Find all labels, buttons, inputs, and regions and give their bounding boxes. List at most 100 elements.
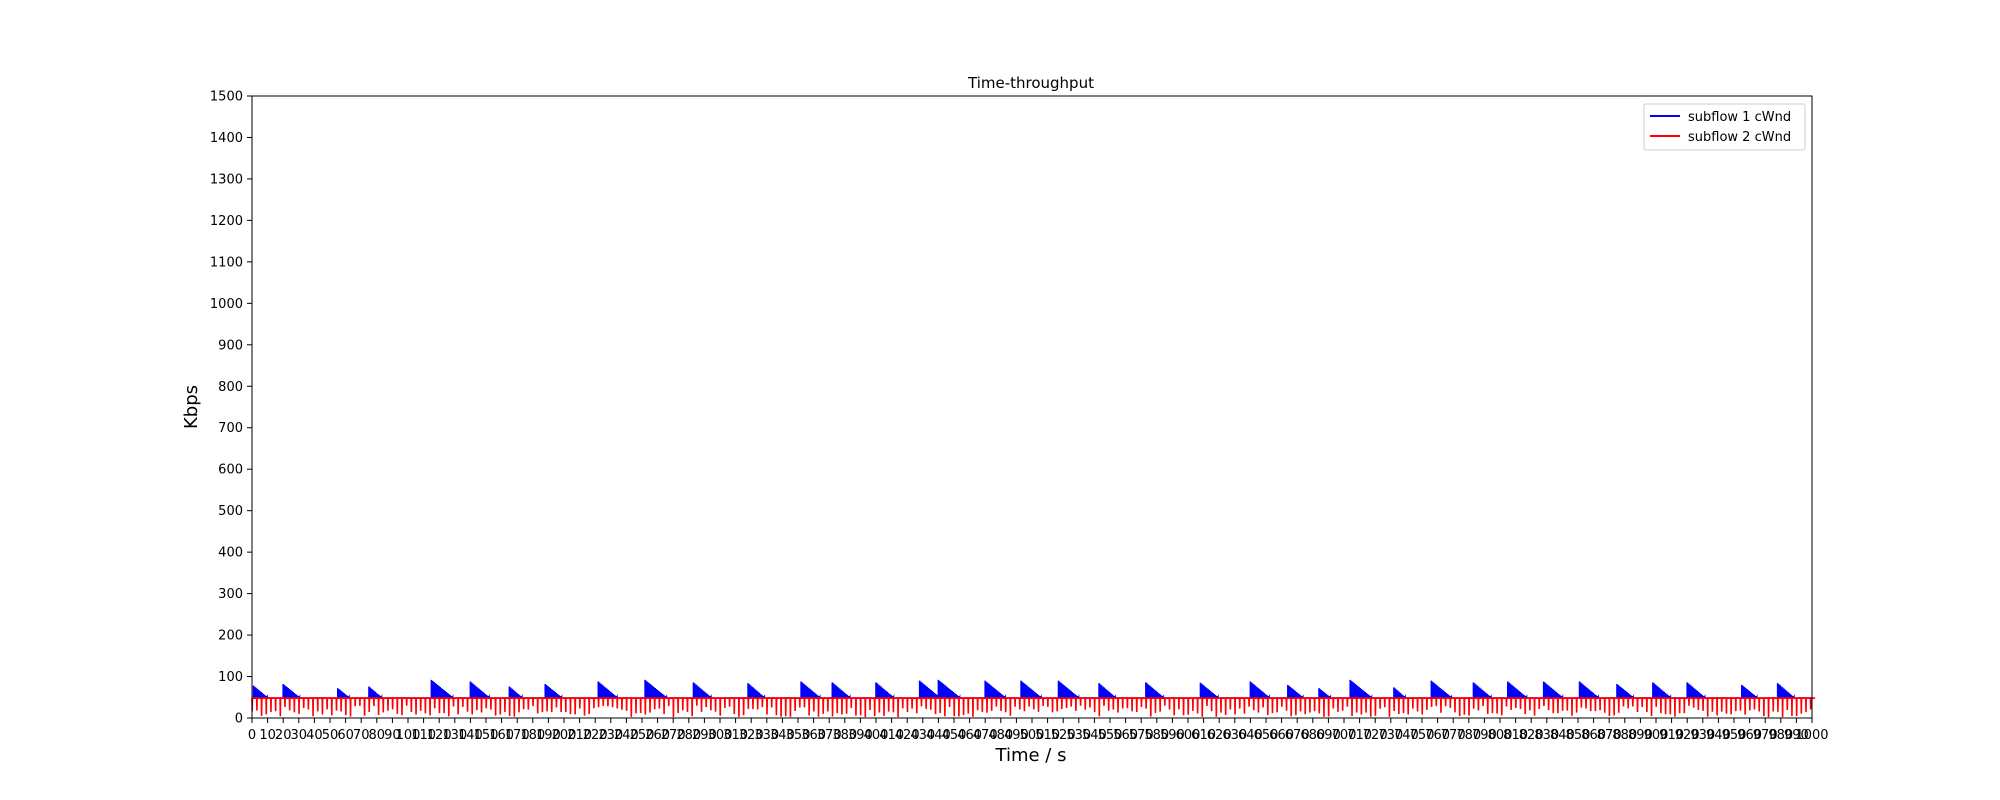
x-tick-label: 990 [1784,728,1809,743]
x-tick-label: 640 [1238,728,1263,743]
x-tick-label: 830 [1534,728,1559,743]
x-tick-label: 500 [1020,728,1045,743]
x-tick-label: 960 [1737,728,1762,743]
x-tick-label: 550 [1098,728,1123,743]
series-layer [251,679,1816,718]
x-tick-label: 540 [1082,728,1107,743]
x-tick-label: 660 [1269,728,1294,743]
x-tick-label: 90 [384,728,401,743]
x-tick-label: 230 [598,728,623,743]
x-tick-label: 170 [505,728,530,743]
x-tick-label: 250 [630,728,655,743]
y-tick-label: 900 [218,338,243,353]
chart-title: Time-throughput [967,74,1094,92]
x-tick-label: 340 [770,728,795,743]
x-tick-label: 480 [988,728,1013,743]
x-tick-label: 10 [259,728,276,743]
x-tick-label: 600 [1176,728,1201,743]
x-tick-label: 380 [832,728,857,743]
x-tick-label: 100 [396,728,421,743]
x-tick-label: 390 [848,728,873,743]
x-tick-label: 450 [942,728,967,743]
x-tick-label: 710 [1347,728,1372,743]
y-tick-label: 1100 [210,255,243,270]
x-tick-label: 760 [1425,728,1450,743]
x-tick-label: 180 [520,728,545,743]
x-tick-label: 880 [1612,728,1637,743]
x-tick-label: 110 [411,728,436,743]
x-tick-label: 680 [1300,728,1325,743]
x-tick-label: 840 [1550,728,1575,743]
x-tick-label: 430 [910,728,935,743]
y-tick-label: 700 [218,421,243,436]
y-tick-label: 300 [218,587,243,602]
x-tick-label: 490 [1004,728,1029,743]
x-tick-label: 130 [442,728,467,743]
x-tick-label: 330 [754,728,779,743]
x-tick-label: 670 [1285,728,1310,743]
legend-box [1643,103,1806,151]
y-axis: 0 100 200 300 400 500 600 700 800 900 1000 1100 1200… [210,90,252,727]
x-tick-label: 790 [1472,728,1497,743]
x-tick-label: 910 [1659,728,1684,743]
x-tick-label: 690 [1316,728,1341,743]
x-tick-label: 190 [536,728,561,743]
x-tick-label: 0 [248,728,256,743]
x-tick-label: 740 [1394,728,1419,743]
y-tick-label: 1400 [210,131,243,146]
x-tick-label: 750 [1410,728,1435,743]
x-tick-label: 240 [614,728,639,743]
x-tick-label: 650 [1254,728,1279,743]
legend: subflow 1 cWnd subflow 2 cWnd [1643,103,1806,151]
y-tick-label: 600 [218,463,243,478]
y-tick-label: 400 [218,546,243,561]
x-tick-label: 930 [1690,728,1715,743]
series-line-subflow-1 [252,679,1812,699]
x-tick-label: 140 [458,728,483,743]
x-tick-label: 20 [275,728,292,743]
y-tick-label: 0 [235,712,243,727]
x-tick-label: 870 [1597,728,1622,743]
x-tick-label: 30 [291,728,308,743]
x-tick-label: 800 [1488,728,1513,743]
series-line-subflow-2 [251,697,1816,718]
x-tick-label: 1000 [1795,728,1828,743]
y-tick-label: 500 [218,504,243,519]
x-tick-label: 320 [739,728,764,743]
x-tick-label: 920 [1675,728,1700,743]
x-tick-label: 200 [552,728,577,743]
x-tick-label: 350 [786,728,811,743]
x-tick-label: 260 [645,728,670,743]
x-tick-label: 210 [567,728,592,743]
x-tick-label: 120 [427,728,452,743]
x-tick-label: 610 [1191,728,1216,743]
x-tick-label: 440 [926,728,951,743]
x-tick-label: 520 [1051,728,1076,743]
x-tick-label: 510 [1035,728,1060,743]
x-tick-label: 290 [692,728,717,743]
x-tick-label: 530 [1066,728,1091,743]
x-tick-label: 50 [322,728,339,743]
y-axis-title: Kbps [181,385,202,429]
x-tick-label: 40 [306,728,323,743]
x-axis: 0 10 20 30 40 50 60 70 80 90100110120130140150160… [248,718,1829,743]
x-tick-label: 810 [1503,728,1528,743]
y-tick-label: 1200 [210,214,243,229]
plot-area-frame [251,95,1813,719]
x-tick-label: 570 [1129,728,1154,743]
x-tick-label: 770 [1441,728,1466,743]
x-tick-label: 820 [1519,728,1544,743]
x-tick-label: 970 [1753,728,1778,743]
y-tick-label: 1500 [210,90,243,105]
x-tick-label: 700 [1332,728,1357,743]
x-tick-label: 360 [801,728,826,743]
x-tick-label: 780 [1456,728,1481,743]
x-tick-label: 720 [1363,728,1388,743]
x-tick-label: 150 [474,728,499,743]
x-tick-label: 410 [879,728,904,743]
x-tick-label: 940 [1706,728,1731,743]
y-tick-label: 1000 [210,297,243,312]
x-tick-label: 950 [1722,728,1747,743]
x-tick-label: 620 [1207,728,1232,743]
